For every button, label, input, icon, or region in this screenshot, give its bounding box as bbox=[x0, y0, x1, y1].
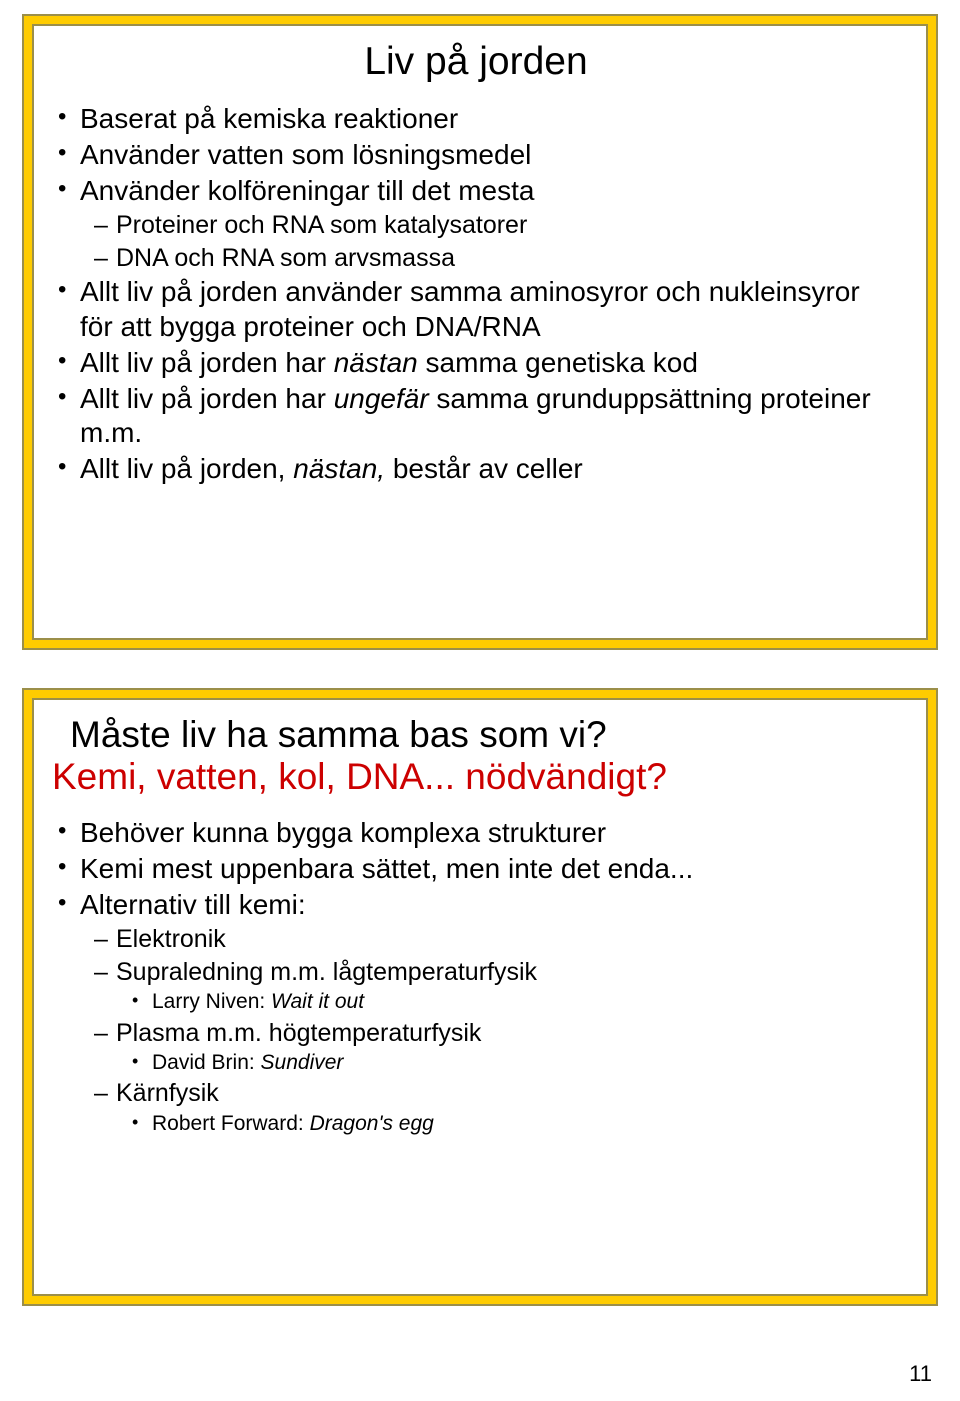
italic-text: nästan, bbox=[293, 453, 385, 484]
bullet-lvl1: Alternativ till kemi: bbox=[52, 888, 900, 922]
bullet-lvl1: Baserat på kemiska reaktioner bbox=[52, 102, 900, 136]
bullet-lvl1: Kemi mest uppenbara sättet, men inte det… bbox=[52, 852, 900, 886]
slide-2-bullets: Behöver kunna bygga komplexa strukturerK… bbox=[52, 816, 900, 1137]
page-number: 11 bbox=[909, 1361, 932, 1387]
slide-2-title-line2: Kemi, vatten, kol, DNA... nödvändigt? bbox=[52, 756, 900, 798]
bullet-lvl1: Allt liv på jorden har nästan samma gene… bbox=[52, 346, 900, 380]
bullet-lvl2: DNA och RNA som arvsmassa bbox=[52, 243, 900, 274]
slide-2-title-line1: Måste liv ha samma bas som vi? bbox=[70, 714, 900, 756]
bullet-lvl2: Plasma m.m. högtemperaturfysik bbox=[52, 1018, 900, 1049]
bullet-lvl1: Allt liv på jorden, nästan, består av ce… bbox=[52, 452, 900, 486]
bullet-lvl1: Allt liv på jorden använder samma aminos… bbox=[52, 275, 900, 343]
slide-2: Måste liv ha samma bas som vi? Kemi, vat… bbox=[22, 688, 938, 1306]
slide-1-title: Liv på jorden bbox=[52, 40, 900, 84]
slide-1-inner: Liv på jorden Baserat på kemiska reaktio… bbox=[32, 24, 928, 640]
bullet-lvl2: Elektronik bbox=[52, 924, 900, 955]
bullet-lvl1: Behöver kunna bygga komplexa strukturer bbox=[52, 816, 900, 850]
slide-1: Liv på jorden Baserat på kemiska reaktio… bbox=[22, 14, 938, 650]
italic-text: Dragon's egg bbox=[310, 1112, 434, 1135]
slide-2-inner: Måste liv ha samma bas som vi? Kemi, vat… bbox=[32, 698, 928, 1296]
bullet-lvl1: Använder kolföreningar till det mesta bbox=[52, 174, 900, 208]
bullet-lvl3: David Brin: Sundiver bbox=[52, 1050, 900, 1076]
bullet-lvl1: Använder vatten som lösningsmedel bbox=[52, 138, 900, 172]
bullet-lvl2: Supraledning m.m. lågtemperaturfysik bbox=[52, 957, 900, 988]
bullet-lvl2: Proteiner och RNA som katalysatorer bbox=[52, 210, 900, 241]
slide-2-title: Måste liv ha samma bas som vi? Kemi, vat… bbox=[52, 714, 900, 798]
slide-1-bullets: Baserat på kemiska reaktionerAnvänder va… bbox=[52, 102, 900, 486]
bullet-lvl2: Kärnfysik bbox=[52, 1078, 900, 1109]
italic-text: Wait it out bbox=[271, 990, 364, 1013]
bullet-lvl1: Allt liv på jorden har ungefär samma gru… bbox=[52, 382, 900, 450]
bullet-lvl3: Robert Forward: Dragon's egg bbox=[52, 1111, 900, 1137]
italic-text: ungefär bbox=[334, 383, 429, 414]
italic-text: Sundiver bbox=[261, 1051, 344, 1074]
italic-text: nästan bbox=[334, 347, 418, 378]
bullet-lvl3: Larry Niven: Wait it out bbox=[52, 989, 900, 1015]
